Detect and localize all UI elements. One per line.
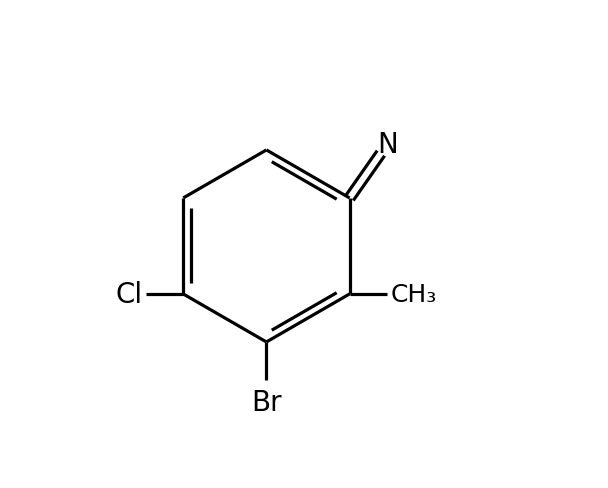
Text: Cl: Cl xyxy=(116,281,143,308)
Text: N: N xyxy=(377,131,398,159)
Text: Br: Br xyxy=(251,388,282,416)
Text: CH₃: CH₃ xyxy=(390,283,437,306)
